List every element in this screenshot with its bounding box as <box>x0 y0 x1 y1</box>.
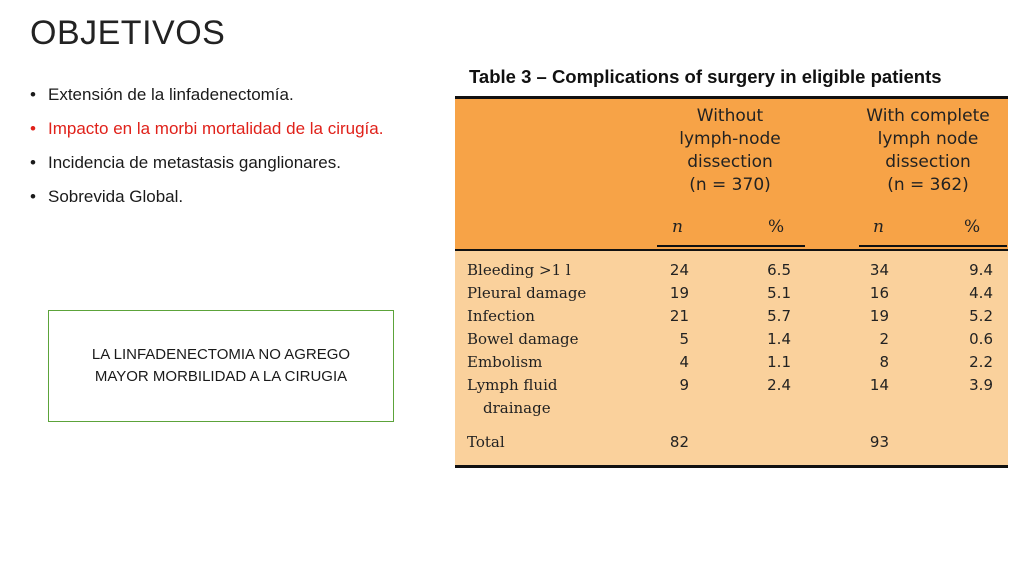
row-label: Bowel damage <box>467 330 579 348</box>
row-label: Infection <box>467 307 535 325</box>
cell-n-with: 8 <box>879 353 889 371</box>
bullet-text: Sobrevida Global. <box>48 187 184 206</box>
bullet-dot-icon: • <box>30 187 36 206</box>
group-header-with: With complete lymph node dissection (n =… <box>853 105 1003 197</box>
group-header-line: lymph node <box>877 129 979 149</box>
conclusion-line: LA LINFADENECTOMIA NO AGREGO <box>91 346 351 363</box>
cell-n-without: 19 <box>669 284 689 302</box>
subheader-percent: % <box>768 217 785 237</box>
group-n-value: n = 362 <box>893 175 963 195</box>
conclusion-box: LA LINFADENECTOMIA NO AGREGO MAYOR MORBI… <box>48 310 394 422</box>
row-label: Pleural damage <box>467 284 587 302</box>
cell-pct-without: 6.5 <box>767 261 791 279</box>
table-header: Without lymph-node dissection (n = 370) … <box>455 96 1008 249</box>
table-row: Bowel damage 5 1.4 2 0.6 <box>455 330 1008 353</box>
group-header-line: With complete <box>866 106 990 126</box>
cell-pct-with: 3.9 <box>969 376 993 394</box>
cell-pct-without: 5.1 <box>767 284 791 302</box>
complications-table: Table 3 – Complications of surgery in el… <box>455 62 1008 468</box>
bullet-text: Extensión de la linfadenectomía. <box>48 85 294 104</box>
group-rule <box>657 245 805 247</box>
bullet-item-highlighted: • Impacto en la morbi mortalidad de la c… <box>30 112 450 146</box>
bullet-dot-icon: • <box>30 85 36 104</box>
conclusion-line: MAYOR MORBILIDAD A LA CIRUGIA <box>94 368 348 385</box>
cell-pct-without: 1.1 <box>767 353 791 371</box>
cell-pct-with: 2.2 <box>969 353 993 371</box>
cell-n-with: 2 <box>879 330 889 348</box>
cell-pct-with: 5.2 <box>969 307 993 325</box>
cell-pct-with: 0.6 <box>969 330 993 348</box>
bullet-item: • Sobrevida Global. <box>30 180 450 214</box>
cell-pct-without: 2.4 <box>767 376 791 394</box>
total-n-without: 82 <box>669 433 689 451</box>
bullet-text: Incidencia de metastasis ganglionares. <box>48 153 341 172</box>
bullet-text: Impacto en la morbi mortalidad de la cir… <box>48 119 384 138</box>
cell-pct-without: 5.7 <box>767 307 791 325</box>
row-label-continued: drainage <box>483 399 551 417</box>
table-row: Embolism 4 1.1 8 2.2 <box>455 353 1008 376</box>
objectives-list: • Extensión de la linfadenectomía. • Imp… <box>30 78 450 214</box>
bullet-item: • Extensión de la linfadenectomía. <box>30 78 450 112</box>
group-header-without: Without lymph-node dissection (n = 370) <box>655 105 805 197</box>
group-rule <box>859 245 1007 247</box>
cell-n-without: 9 <box>679 376 689 394</box>
table-row: Lymph fluid drainage 9 2.4 14 3.9 <box>455 376 1008 417</box>
cell-n-with: 34 <box>869 261 889 279</box>
cell-n-with: 16 <box>869 284 889 302</box>
cell-pct-with: 4.4 <box>969 284 993 302</box>
group-header-line: lymph-node <box>679 129 781 149</box>
row-label: Embolism <box>467 353 543 371</box>
table-row: Pleural damage 19 5.1 16 4.4 <box>455 284 1008 307</box>
bullet-dot-icon: • <box>30 119 36 138</box>
cell-n-without: 24 <box>669 261 689 279</box>
group-header-line: Without <box>696 106 764 126</box>
bullet-item: • Incidencia de metastasis ganglionares. <box>30 146 450 180</box>
cell-n-without: 4 <box>679 353 689 371</box>
cell-pct-with: 9.4 <box>969 261 993 279</box>
group-n-value: n = 370 <box>695 175 765 195</box>
cell-n-with: 14 <box>869 376 889 394</box>
table-total-row: Total 82 93 <box>455 433 1008 456</box>
row-label: Bleeding >1 l <box>467 261 571 279</box>
total-label: Total <box>467 433 505 451</box>
group-header-line: dissection <box>687 152 773 172</box>
table-row: Infection 21 5.7 19 5.2 <box>455 307 1008 330</box>
table-row: Bleeding >1 l 24 6.5 34 9.4 <box>455 261 1008 284</box>
table-body: n % n % Bleeding >1 l 24 6.5 34 9.4 Pleu… <box>455 217 1008 468</box>
subheader-percent: % <box>964 217 981 237</box>
bullet-dot-icon: • <box>30 153 36 172</box>
group-n-label: (n = 370) <box>689 175 771 195</box>
cell-n-without: 21 <box>669 307 689 325</box>
slide-title: OBJETIVOS <box>30 14 226 52</box>
total-n-with: 93 <box>869 433 889 451</box>
table-title: Table 3 – Complications of surgery in el… <box>469 66 942 87</box>
cell-pct-without: 1.4 <box>767 330 791 348</box>
cell-n-with: 19 <box>869 307 889 325</box>
subheader-n: n <box>873 217 884 237</box>
row-label: Lymph fluid <box>467 376 558 394</box>
group-header-line: dissection <box>885 152 971 172</box>
cell-n-without: 5 <box>679 330 689 348</box>
subheader-n: n <box>672 217 683 237</box>
group-n-label: (n = 362) <box>887 175 969 195</box>
